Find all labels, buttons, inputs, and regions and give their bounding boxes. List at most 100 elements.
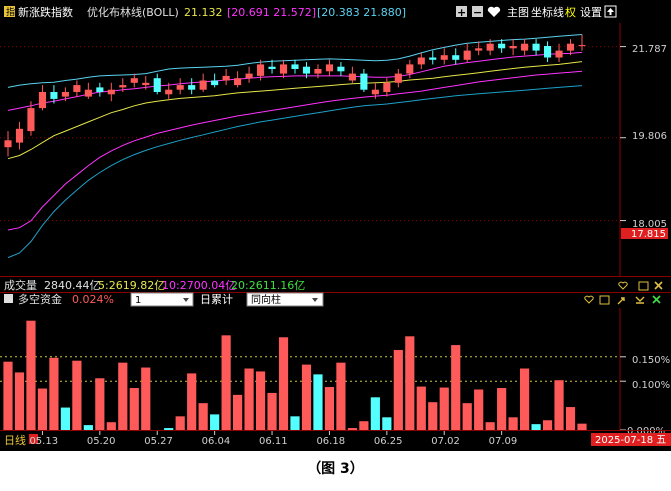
candle-body <box>268 66 276 69</box>
indicator-tick-label: 0.000% <box>627 426 665 437</box>
indicator-bar <box>336 362 346 430</box>
candle-body <box>50 92 58 99</box>
stock-name[interactable]: 新涨跌指数 <box>18 5 73 19</box>
boll-lower-line <box>7 85 583 259</box>
indicator-bar <box>382 417 392 430</box>
window-icon[interactable] <box>638 281 649 291</box>
boll-mid-value: 21.132 <box>184 6 223 19</box>
candle-body <box>440 55 448 60</box>
volume-ma5: 5:2619.82亿 <box>98 279 165 292</box>
boll-upper-range: [20.691 21.572] <box>227 6 316 19</box>
candle-body <box>486 43 494 51</box>
candle-body <box>406 64 414 74</box>
candle-body <box>348 73 356 81</box>
indicator-bar <box>565 407 576 430</box>
candle-body <box>566 43 575 51</box>
indicator-bar <box>370 397 380 430</box>
chart-frame: 指 新涨跌指数 优化布林线(BOLL) 21.132 [20.691 21.57… <box>0 0 671 451</box>
indicator-bar <box>60 407 70 430</box>
current-date-badge <box>591 433 671 446</box>
indicator-bar <box>278 337 289 430</box>
indicator-label: 多空资金 <box>18 292 62 306</box>
candle-body <box>383 82 391 92</box>
current-price-label: 17.815 <box>631 229 666 240</box>
candle-body <box>234 78 242 86</box>
expand-button[interactable] <box>604 5 617 18</box>
candle-body <box>452 55 460 60</box>
candle-body <box>107 89 115 95</box>
close-icon[interactable] <box>652 295 661 304</box>
volume-total: 2840.44亿 <box>44 279 101 292</box>
candle-body <box>578 45 586 47</box>
candle-body <box>463 50 471 60</box>
indicator-bar <box>95 378 105 430</box>
indicator-bar <box>520 368 530 430</box>
indicator-bar <box>221 335 231 430</box>
close-icon[interactable] <box>654 281 663 290</box>
heart-icon[interactable] <box>618 281 628 290</box>
boll-mid-lower-line <box>7 70 583 231</box>
weight-button[interactable]: 权 <box>565 6 576 19</box>
indicator-name[interactable]: 优化布林线(BOLL) <box>87 5 179 19</box>
period-label[interactable]: 日线 <box>4 433 26 447</box>
candle-body <box>222 75 230 81</box>
bar-mode-select[interactable] <box>246 292 324 307</box>
current-price-badge <box>621 228 668 239</box>
indicator-bar <box>198 403 208 430</box>
candle-body <box>291 64 299 69</box>
indicator-bar <box>175 416 185 430</box>
boll-mid-line <box>7 61 583 160</box>
candle-body <box>61 92 69 97</box>
candle-body <box>142 82 150 86</box>
candle-body <box>521 43 529 51</box>
volume-ma20: 20:2611.16亿 <box>231 279 305 292</box>
figure-caption: （图 3） <box>307 461 364 477</box>
indicator-bar <box>301 364 312 430</box>
chart-svg: 指 新涨跌指数 优化布林线(BOLL) 21.132 [20.691 21.57… <box>0 5 671 447</box>
candle-body <box>429 57 437 60</box>
period-menu-icon[interactable] <box>29 434 38 444</box>
settings-button[interactable]: 设置 <box>580 6 602 19</box>
indicator-bar <box>106 422 116 430</box>
date-axis-label: 06.11 <box>259 436 288 447</box>
axis-lines-button[interactable]: 坐标线 <box>531 5 564 19</box>
window-icon[interactable] <box>599 295 610 305</box>
indicator-bar <box>37 388 48 430</box>
candle-body <box>532 43 540 51</box>
main-chart-button[interactable]: 主图 <box>507 6 529 19</box>
popout-icon[interactable] <box>617 297 625 305</box>
current-date-label: 2025-07-18 五 <box>595 435 666 446</box>
candle-body <box>38 92 46 109</box>
settings-icon[interactable] <box>635 296 645 304</box>
indicator-bar <box>118 362 128 430</box>
period-select[interactable] <box>130 292 194 307</box>
favorite-heart-icon[interactable] <box>487 6 501 17</box>
candle-body <box>211 80 219 86</box>
candle-body <box>555 50 563 58</box>
indicator-bar <box>428 402 438 430</box>
date-axis-label: 05.20 <box>87 436 116 447</box>
date-axis-label: 05.13 <box>29 436 58 447</box>
candle-body <box>360 73 368 90</box>
chevron-down-icon <box>312 298 318 302</box>
indicator-bar <box>210 414 220 430</box>
indicator-toggle-icon[interactable] <box>4 294 13 303</box>
zoom-in-button[interactable] <box>456 6 467 17</box>
indicator-bar <box>141 367 151 430</box>
candle-body <box>394 73 402 83</box>
indicator-bar <box>290 416 300 430</box>
zoom-out-button[interactable] <box>472 6 483 17</box>
indicator-tick-label: 0.150% <box>632 355 670 366</box>
indicator-bar <box>313 374 323 430</box>
indicator-bar <box>233 394 243 430</box>
candle-body <box>153 78 161 92</box>
indicator-bar <box>49 357 59 430</box>
candle-body <box>314 69 322 74</box>
heart-icon[interactable] <box>584 295 594 304</box>
candle-body <box>325 64 333 72</box>
candle-body <box>73 85 81 92</box>
candle-body <box>165 89 173 95</box>
candle-body <box>119 85 127 88</box>
indicator-bar <box>164 428 174 430</box>
plus-icon: + <box>457 6 466 19</box>
